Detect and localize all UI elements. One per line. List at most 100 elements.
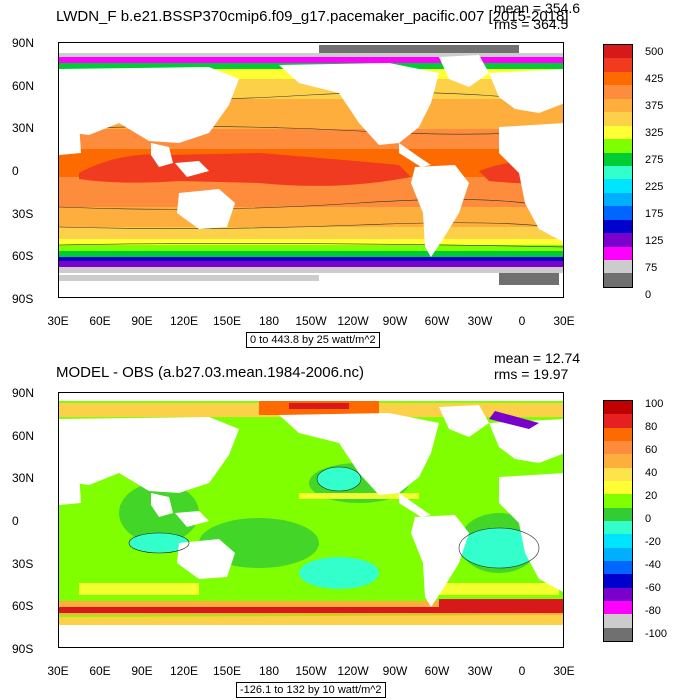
colorbar-label: 0 xyxy=(645,513,652,525)
colorbar-label: 100 xyxy=(645,398,664,410)
colorbar-swatch xyxy=(604,260,632,274)
colorbar-swatch xyxy=(604,233,632,247)
lon-label: 180 xyxy=(258,664,280,678)
lon-label: 30E xyxy=(553,314,575,328)
colorbar-swatch xyxy=(604,246,632,260)
lon-label: 120E xyxy=(169,314,199,328)
map-field-model-obs xyxy=(59,393,563,647)
lon-label: 60W xyxy=(424,314,450,328)
lat-label: 30S xyxy=(12,207,34,221)
colorbar xyxy=(603,44,633,288)
lon-label: 150E xyxy=(212,664,242,678)
lat-label: 0 xyxy=(12,164,19,178)
lon-label: 30E xyxy=(47,664,69,678)
colorbar-label: 0 xyxy=(645,289,652,301)
colorbar-label: 20 xyxy=(645,490,658,502)
colorbar-swatch xyxy=(604,520,632,535)
map-field-lwdn-f xyxy=(59,43,563,297)
colorbar-label: -100 xyxy=(645,628,668,640)
lat-label: 60S xyxy=(12,599,34,613)
map-model-obs xyxy=(58,392,564,648)
colorbar-swatch xyxy=(604,125,632,140)
rms-value: rms = 364.5 xyxy=(494,16,569,32)
colorbar-swatch xyxy=(604,219,632,234)
lat-label: 90N xyxy=(12,386,35,400)
colorbar-swatch xyxy=(604,139,632,153)
colorbar-swatch xyxy=(604,560,632,575)
mean-value: mean = 12.74 xyxy=(494,350,581,366)
colorbar-swatch xyxy=(604,467,632,481)
lon-label: 30E xyxy=(47,314,69,328)
lon-label: 60W xyxy=(424,664,450,678)
lat-label: 60S xyxy=(12,249,34,263)
mean-value: mean = 354.6 xyxy=(494,0,581,16)
colorbar-label: 175 xyxy=(645,208,664,220)
lat-label: 30N xyxy=(12,471,35,485)
lat-label: 60N xyxy=(12,429,35,443)
colorbar-swatch xyxy=(604,192,632,207)
colorbar-label: 80 xyxy=(645,421,658,433)
colorbar-swatch xyxy=(604,112,632,126)
colorbar-swatch xyxy=(604,165,632,180)
colorbar-swatch xyxy=(604,85,632,99)
colorbar-swatch xyxy=(604,454,632,468)
colorbar-swatch xyxy=(604,45,632,59)
lon-label: 0 xyxy=(518,314,526,328)
colorbar-label: 500 xyxy=(645,46,664,58)
panel-lwdn-f: LWDN_F b.e21.BSSP370cmip6.f09_g17.pacema… xyxy=(12,0,664,348)
lon-label: 60E xyxy=(89,314,111,328)
lon-label: 150W xyxy=(295,664,327,678)
lon-label: 60E xyxy=(89,664,111,678)
lat-label: 90N xyxy=(12,36,35,50)
lon-label: 120W xyxy=(337,664,369,678)
plot-title: LWDN_F b.e21.BSSP370cmip6.f09_g17.pacema… xyxy=(56,8,569,25)
colorbar-swatch xyxy=(604,614,632,628)
colorbar-swatch xyxy=(604,480,632,495)
lon-label: 0 xyxy=(518,664,526,678)
lat-label: 30S xyxy=(12,557,34,571)
map-lwdn-f xyxy=(58,42,564,298)
colorbar-swatch xyxy=(604,494,632,508)
rms-value: rms = 19.97 xyxy=(494,366,569,382)
colorbar-label: -20 xyxy=(645,536,661,548)
lat-label: 30N xyxy=(12,121,35,135)
colorbar-label: 75 xyxy=(645,262,658,274)
colorbar-swatch xyxy=(604,273,632,287)
colorbar-swatch xyxy=(604,414,632,428)
panel-model-obs: MODEL - OBS (a.b27.03.mean.1984-2006.nc)… xyxy=(0,350,700,700)
lon-label: 120E xyxy=(169,664,199,678)
plot-title: MODEL - OBS (a.b27.03.mean.1984-2006.nc) xyxy=(56,364,364,381)
colorbar-label: 375 xyxy=(645,100,664,112)
colorbar-swatch xyxy=(604,627,632,641)
colorbar-label: 125 xyxy=(645,235,664,247)
colorbar-swatch xyxy=(604,179,632,193)
lat-label: 90S xyxy=(12,642,34,656)
colorbar-swatch xyxy=(604,547,632,561)
colorbar-label: 225 xyxy=(645,181,664,193)
colorbar-label: 425 xyxy=(645,73,664,85)
colorbar-swatch xyxy=(604,71,632,86)
colorbar-label: 275 xyxy=(645,154,664,166)
colorbar-swatch xyxy=(604,574,632,588)
colorbar xyxy=(603,400,633,642)
colorbar-swatch xyxy=(604,98,632,113)
lon-label: 150E xyxy=(212,314,242,328)
colorbar-swatch xyxy=(604,58,632,72)
colorbar-swatch xyxy=(604,427,632,441)
colorbar-swatch xyxy=(604,401,632,415)
colorbar-swatch xyxy=(604,507,632,521)
lon-label: 90E xyxy=(131,664,153,678)
lon-label: 30E xyxy=(553,664,575,678)
lon-label: 150W xyxy=(295,314,327,328)
colorbar-swatch xyxy=(604,206,632,220)
contour-range-label: -126.1 to 132 by 10 watt/m^2 xyxy=(236,682,386,698)
colorbar-swatch xyxy=(604,587,632,601)
colorbar-label: -80 xyxy=(645,605,661,617)
lon-label: 180 xyxy=(258,314,280,328)
colorbar-swatch xyxy=(604,152,632,166)
lat-label: 90S xyxy=(12,292,34,306)
lon-label: 120W xyxy=(337,314,369,328)
lon-label: 90W xyxy=(382,314,408,328)
lat-label: 0 xyxy=(12,514,19,528)
colorbar-label: 325 xyxy=(645,127,664,139)
